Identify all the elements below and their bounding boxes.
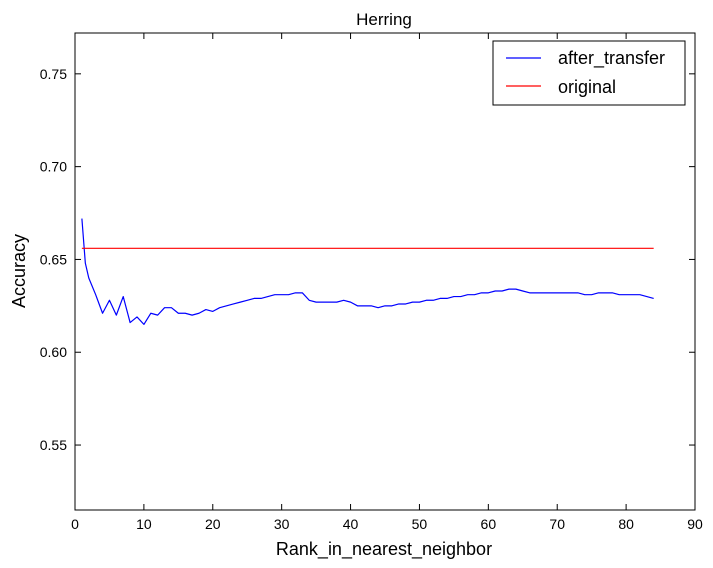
legend: after_transfer original <box>492 40 686 106</box>
x-tick-label: 40 <box>343 516 359 532</box>
x-axis-label: Rank_in_nearest_neighbor <box>276 539 492 560</box>
legend-label-original: original <box>558 77 616 97</box>
x-tick-label: 90 <box>687 516 703 532</box>
x-tick-label: 60 <box>481 516 497 532</box>
plot-frame <box>74 32 696 511</box>
y-tick-label: 0.55 <box>40 437 67 453</box>
plot-area <box>75 33 695 510</box>
legend-label-after-transfer: after_transfer <box>558 48 665 69</box>
y-tick-label: 0.75 <box>40 66 67 82</box>
x-tick-label: 80 <box>618 516 634 532</box>
x-tick-label: 0 <box>71 516 79 532</box>
tick-layer: 0 10 20 30 40 50 60 70 80 90 0.55 0.60 0.65 0.70 0.75 <box>40 33 703 532</box>
y-axis-label: Accuracy <box>9 234 29 308</box>
series-layer <box>81 218 654 325</box>
series-line-after-transfer <box>81 218 654 325</box>
y-tick-label: 0.60 <box>40 344 67 360</box>
x-tick-label: 20 <box>205 516 221 532</box>
legend-box <box>492 40 686 106</box>
x-tick-label: 50 <box>412 516 428 532</box>
x-tick-label: 10 <box>136 516 152 532</box>
x-tick-label: 30 <box>274 516 290 532</box>
y-tick-label: 0.70 <box>40 159 67 175</box>
chart-title: Herring <box>356 10 412 29</box>
y-tick-label: 0.65 <box>40 251 67 267</box>
x-tick-label: 70 <box>549 516 565 532</box>
